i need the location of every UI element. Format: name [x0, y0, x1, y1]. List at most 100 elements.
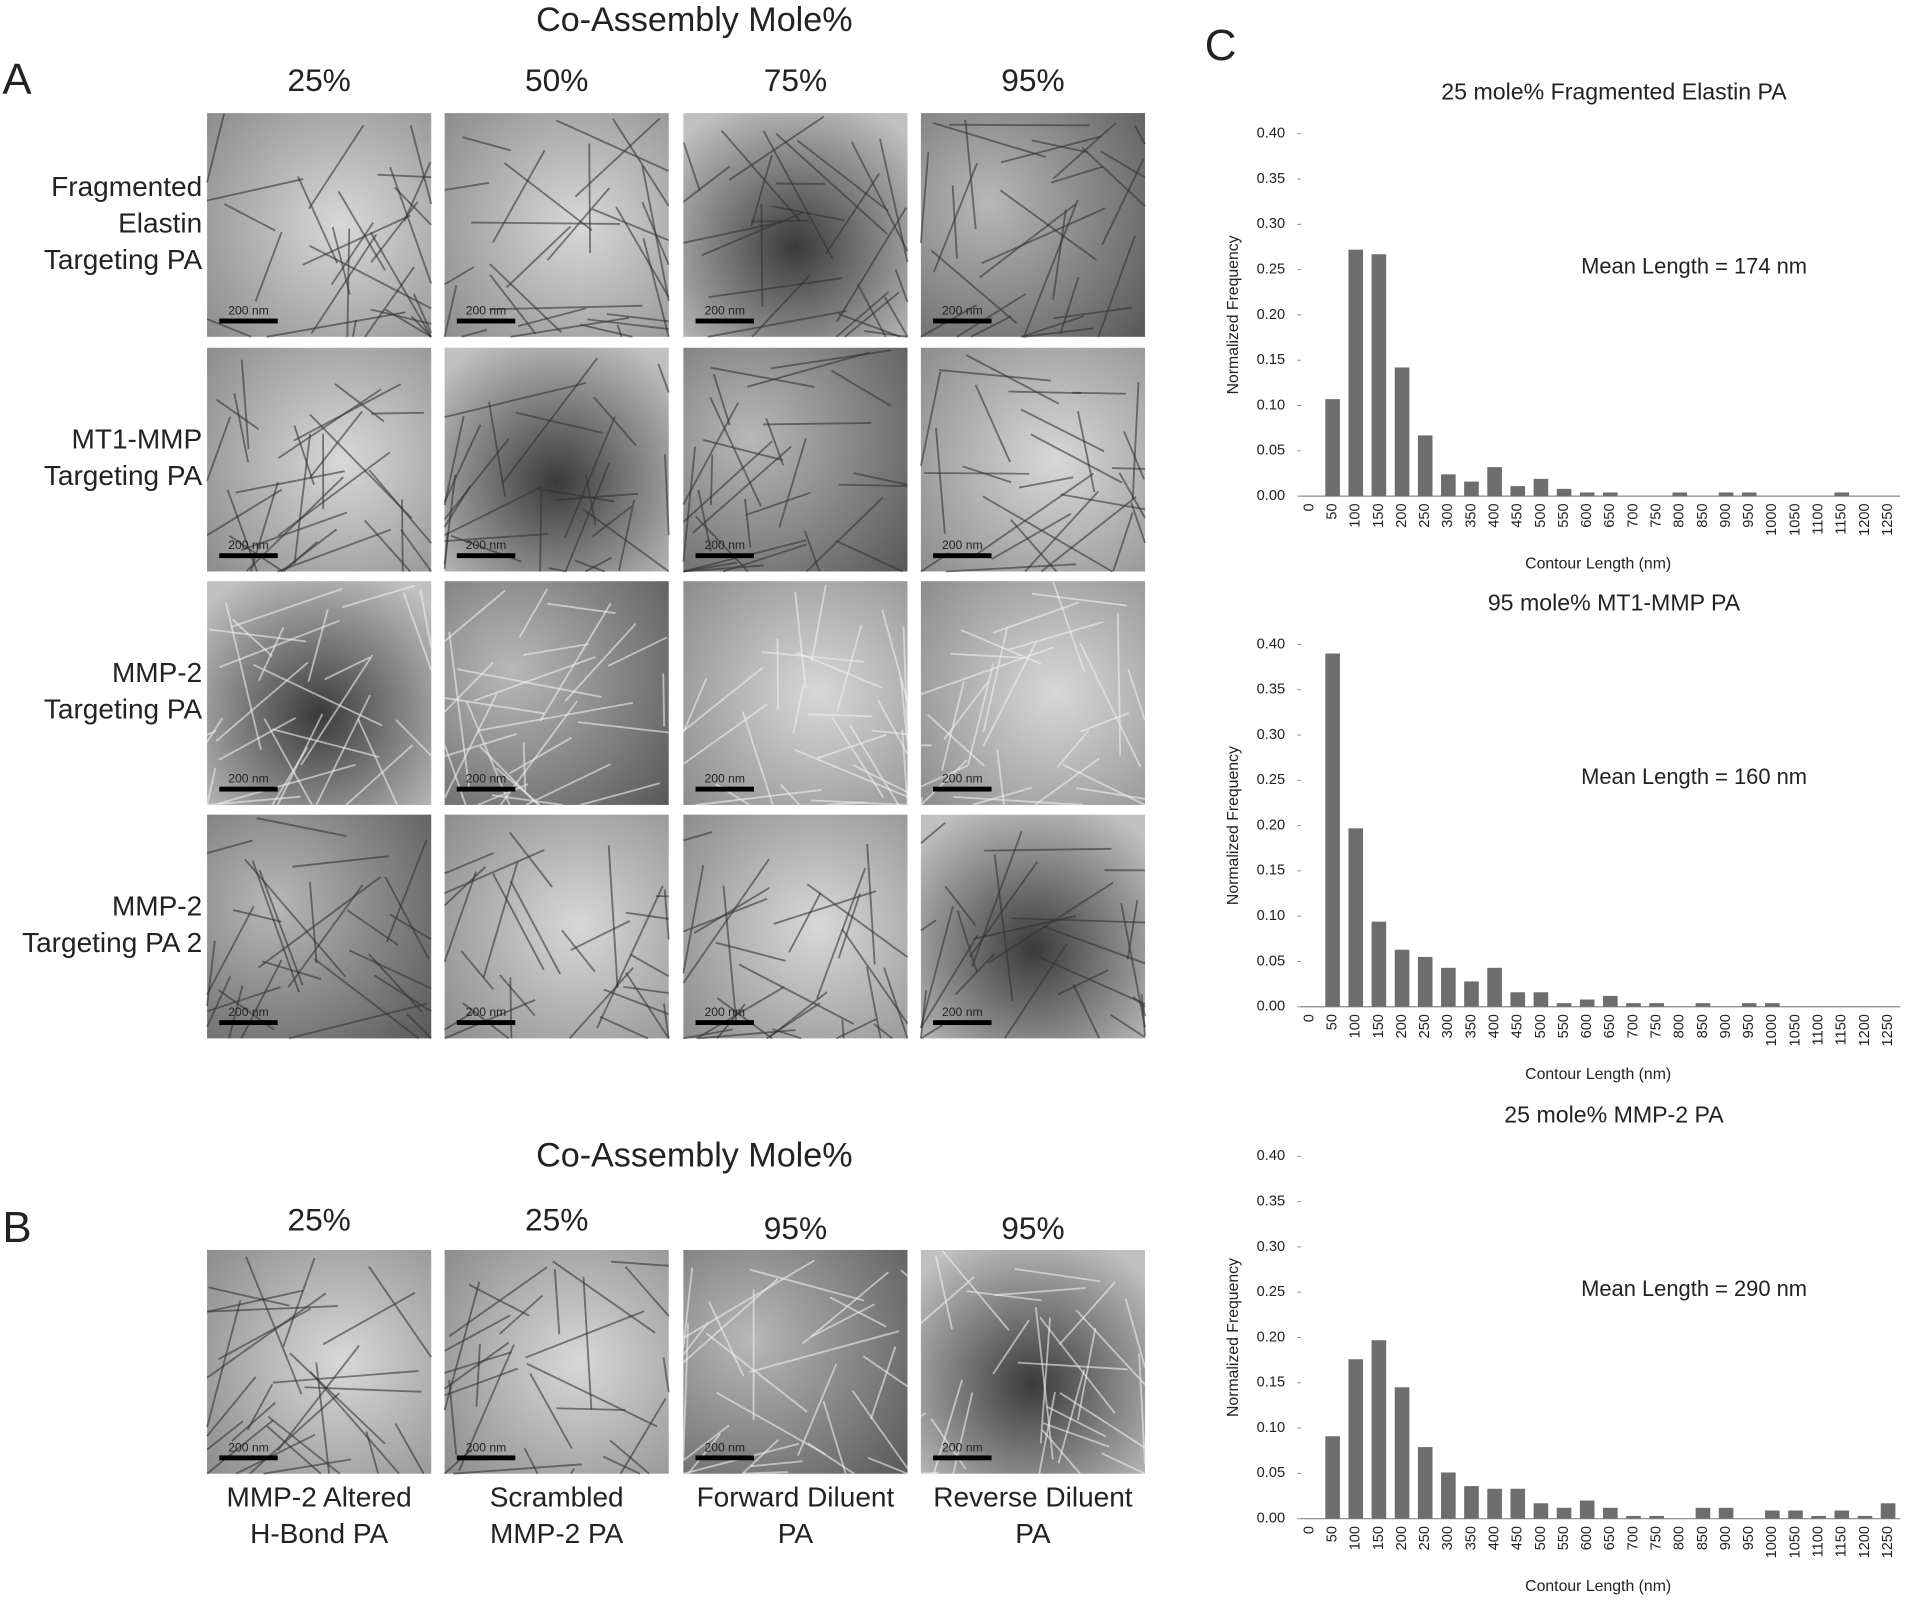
fiber	[346, 228, 351, 337]
fiber	[841, 928, 909, 1025]
x-tick-label: 150	[1371, 503, 1387, 527]
fiber	[509, 880, 561, 975]
fiber	[811, 1303, 875, 1338]
y-tick-label: 0.35	[1257, 1193, 1285, 1209]
fiber	[1018, 476, 1074, 489]
fiber	[499, 1294, 543, 1335]
y-tick-label: 0.30	[1257, 216, 1285, 232]
scale-bar-label: 200 nm	[704, 772, 745, 786]
fiber	[471, 221, 620, 225]
fiber	[1052, 209, 1067, 300]
fiber	[206, 767, 217, 806]
fiber	[1017, 1361, 1128, 1371]
fiber	[1041, 1429, 1081, 1475]
bar	[1811, 1515, 1826, 1519]
fiber	[996, 749, 1005, 806]
bar	[1325, 399, 1340, 497]
fiber	[492, 149, 546, 243]
fiber	[364, 266, 415, 338]
fiber	[444, 266, 475, 286]
x-tick-label: 200	[1394, 503, 1410, 527]
x-tick-label: 200	[1394, 1014, 1410, 1038]
y-tick-label: 0.30	[1257, 1239, 1285, 1255]
bar	[1441, 1472, 1456, 1519]
scale-bar	[695, 318, 755, 324]
fiber	[231, 1401, 276, 1442]
fiber	[1011, 917, 1146, 924]
fiber	[920, 919, 937, 932]
fiber	[403, 161, 432, 222]
fiber	[1097, 235, 1136, 338]
x-tick-label: 400	[1486, 1014, 1502, 1038]
fiber	[302, 214, 411, 266]
fiber	[330, 222, 374, 286]
fiber	[546, 187, 611, 261]
fiber	[682, 865, 705, 974]
fiber	[967, 663, 995, 766]
x-tick-label: 1000	[1764, 503, 1780, 535]
fiber	[569, 967, 634, 1039]
fiber	[770, 349, 892, 370]
column-header: 25%	[287, 62, 350, 98]
fiber	[612, 118, 670, 207]
fiber	[944, 885, 977, 926]
fiber	[1057, 969, 1109, 996]
fiber	[231, 587, 343, 628]
fiber	[206, 1420, 244, 1451]
fiber	[491, 794, 564, 806]
panel-title: Co-Assembly Mole%	[536, 1, 852, 39]
fiber	[683, 831, 713, 842]
x-tick-label: 800	[1672, 1014, 1688, 1038]
fiber	[489, 274, 537, 335]
fiber	[796, 139, 889, 212]
bar	[1371, 254, 1387, 497]
y-tick-label: 0.00	[1257, 1511, 1285, 1527]
fiber	[966, 1290, 1042, 1302]
y-tick-label: 0.10	[1257, 397, 1285, 413]
fiber	[762, 130, 834, 260]
fiber	[342, 584, 415, 608]
fiber	[277, 528, 392, 573]
bar	[1857, 1515, 1873, 1519]
fiber	[1040, 496, 1137, 573]
scale-bar	[219, 786, 278, 792]
fiber	[683, 564, 764, 573]
scale-bar	[219, 1455, 278, 1461]
fiber	[331, 226, 351, 295]
row-label: MT1-MMP	[72, 424, 203, 455]
fiber	[207, 1289, 304, 1313]
fiber	[835, 539, 904, 573]
micrograph	[683, 347, 908, 572]
chart-title: 95 mole% MT1-MMP PA	[1488, 589, 1741, 615]
fiber	[618, 499, 636, 571]
x-tick-label: 300	[1440, 503, 1456, 527]
fiber	[400, 529, 432, 573]
fiber	[218, 717, 297, 761]
fiber	[448, 1266, 548, 1337]
fiber	[805, 496, 884, 573]
fiber	[850, 141, 909, 252]
fiber	[313, 958, 420, 1040]
x-tick-label: 100	[1348, 1526, 1364, 1550]
fiber	[920, 1471, 939, 1475]
y-tick-label: 0.20	[1257, 1329, 1285, 1345]
fiber	[272, 728, 380, 758]
fiber	[587, 318, 669, 330]
x-tick-label: 450	[1510, 503, 1526, 527]
fiber	[373, 974, 432, 1013]
fiber	[289, 1352, 386, 1445]
micrograph	[207, 1249, 432, 1474]
fiber	[838, 483, 908, 488]
column-header: 50%	[525, 62, 588, 98]
x-tick-label: 550	[1556, 503, 1572, 527]
column-header: 95%	[764, 1210, 827, 1246]
x-tick-label: 1000	[1764, 1014, 1780, 1046]
panel-letter: B	[2, 1203, 31, 1252]
fiber	[703, 439, 783, 462]
y-tick-label: 0.35	[1257, 682, 1285, 698]
fiber	[806, 883, 909, 958]
fiber	[1075, 1309, 1146, 1386]
fiber	[225, 602, 262, 751]
fiber	[1008, 390, 1082, 395]
x-tick-label: 650	[1602, 1014, 1618, 1038]
